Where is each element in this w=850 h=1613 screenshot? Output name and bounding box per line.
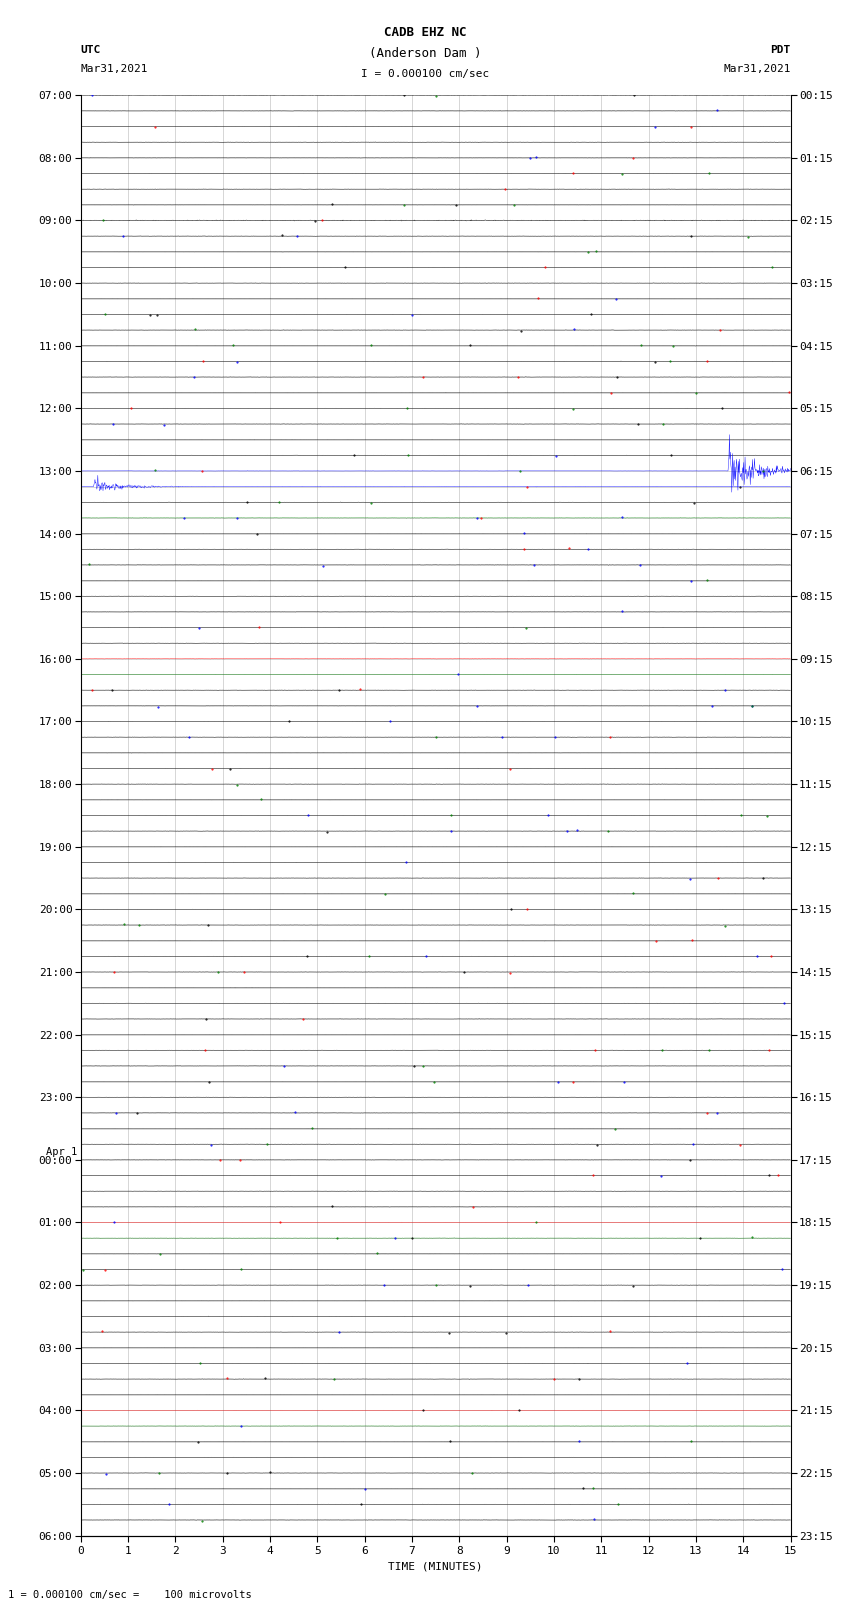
Text: (Anderson Dam ): (Anderson Dam ) [369,47,481,60]
Text: Mar31,2021: Mar31,2021 [81,65,148,74]
Text: PDT: PDT [770,45,790,55]
Text: I = 0.000100 cm/sec: I = 0.000100 cm/sec [361,69,489,79]
Text: Apr 1: Apr 1 [46,1147,77,1157]
Text: CADB EHZ NC: CADB EHZ NC [383,26,467,39]
Text: Mar31,2021: Mar31,2021 [723,65,791,74]
Text: 1 = 0.000100 cm/sec =    100 microvolts: 1 = 0.000100 cm/sec = 100 microvolts [8,1590,252,1600]
Text: UTC: UTC [81,45,101,55]
X-axis label: TIME (MINUTES): TIME (MINUTES) [388,1561,483,1571]
